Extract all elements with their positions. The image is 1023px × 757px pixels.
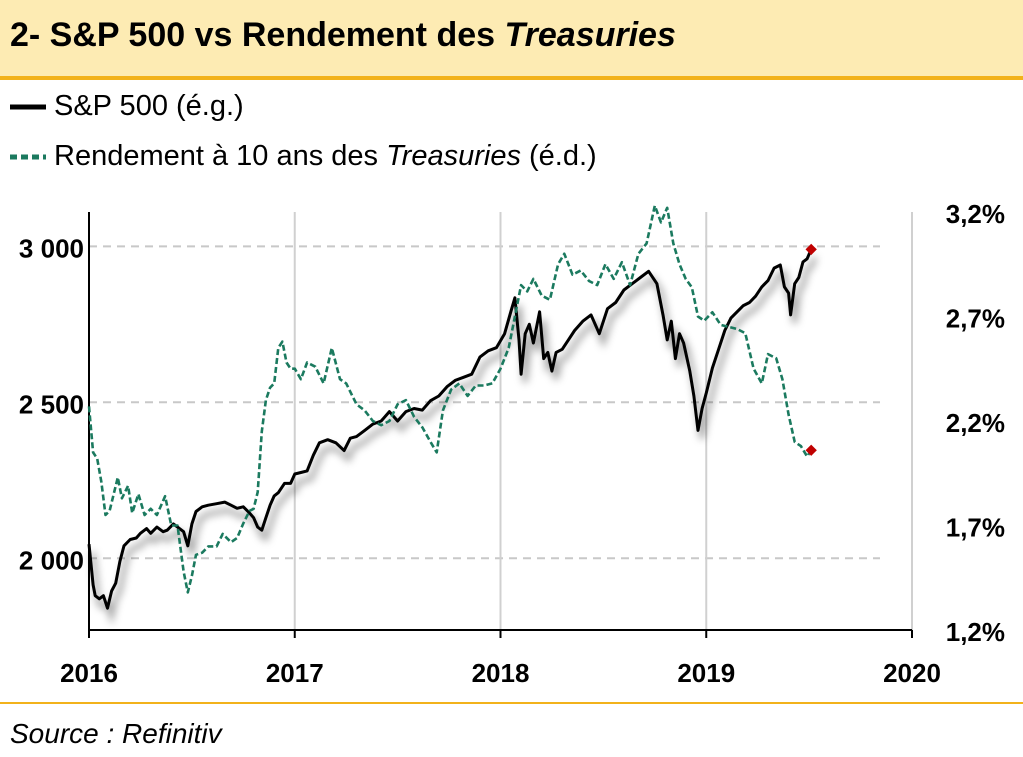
source-text: Source : Refinitiv xyxy=(10,718,222,749)
legend-label-yield-italic: Treasuries xyxy=(386,140,521,172)
right-tick-label: 1,7% xyxy=(946,513,1005,543)
legend-swatch-sp500 xyxy=(10,104,46,110)
legend-item-sp500: S&P 500 (é.g.) xyxy=(10,90,244,123)
title-text: 2- S&P 500 vs Rendement des xyxy=(10,16,505,54)
right-tick-label: 2,7% xyxy=(946,304,1005,334)
x-tick-label: 2016 xyxy=(60,658,118,688)
sp500-line-shadow xyxy=(90,256,818,626)
legend-item-yield: Rendement à 10 ans des Treasuries (é.d.) xyxy=(10,140,597,173)
legend-label-yield: Rendement à 10 ans des xyxy=(54,140,387,172)
series-lines xyxy=(87,204,817,610)
x-tick-label: 2018 xyxy=(472,658,530,688)
right-tick-label: 1,2% xyxy=(946,617,1005,647)
yield-line xyxy=(87,204,813,594)
yield-end-marker xyxy=(805,444,817,456)
sp500-end-marker xyxy=(805,243,817,256)
left-tick-label: 2 000 xyxy=(19,545,84,575)
legend-label-sp500: S&P 500 (é.g.) xyxy=(54,90,244,122)
x-tick-label: 2017 xyxy=(266,658,324,688)
right-tick-label: 3,2% xyxy=(946,199,1005,229)
series-shadow xyxy=(90,256,818,626)
right-tick-label: 2,2% xyxy=(946,408,1005,438)
legend-swatch-yield xyxy=(10,154,46,160)
title-bar: 2- S&P 500 vs Rendement des Treasuries xyxy=(0,0,1023,80)
left-tick-label: 2 500 xyxy=(19,389,84,419)
sp500-line xyxy=(87,248,813,610)
grid-lines xyxy=(89,245,880,560)
tick-labels: 2 000 2 500 3 000 1,2% 1,7% 2,2% 2,7% 3,2% 2016 2… xyxy=(19,199,1005,688)
title-italic-text: Treasuries xyxy=(504,16,676,54)
x-tick-label: 2020 xyxy=(883,658,941,688)
chart-svg: 2 000 2 500 3 000 1,2% 1,7% 2,2% 2,7% 3,2% 2016 2… xyxy=(19,199,1005,688)
chart-title: 2- S&P 500 vs Rendement des Treasuries xyxy=(10,16,676,55)
legend-label-yield-suffix: (é.d.) xyxy=(520,140,597,172)
source-divider xyxy=(0,702,1023,704)
x-tick-label: 2019 xyxy=(677,658,735,688)
left-tick-label: 3 000 xyxy=(19,233,84,263)
